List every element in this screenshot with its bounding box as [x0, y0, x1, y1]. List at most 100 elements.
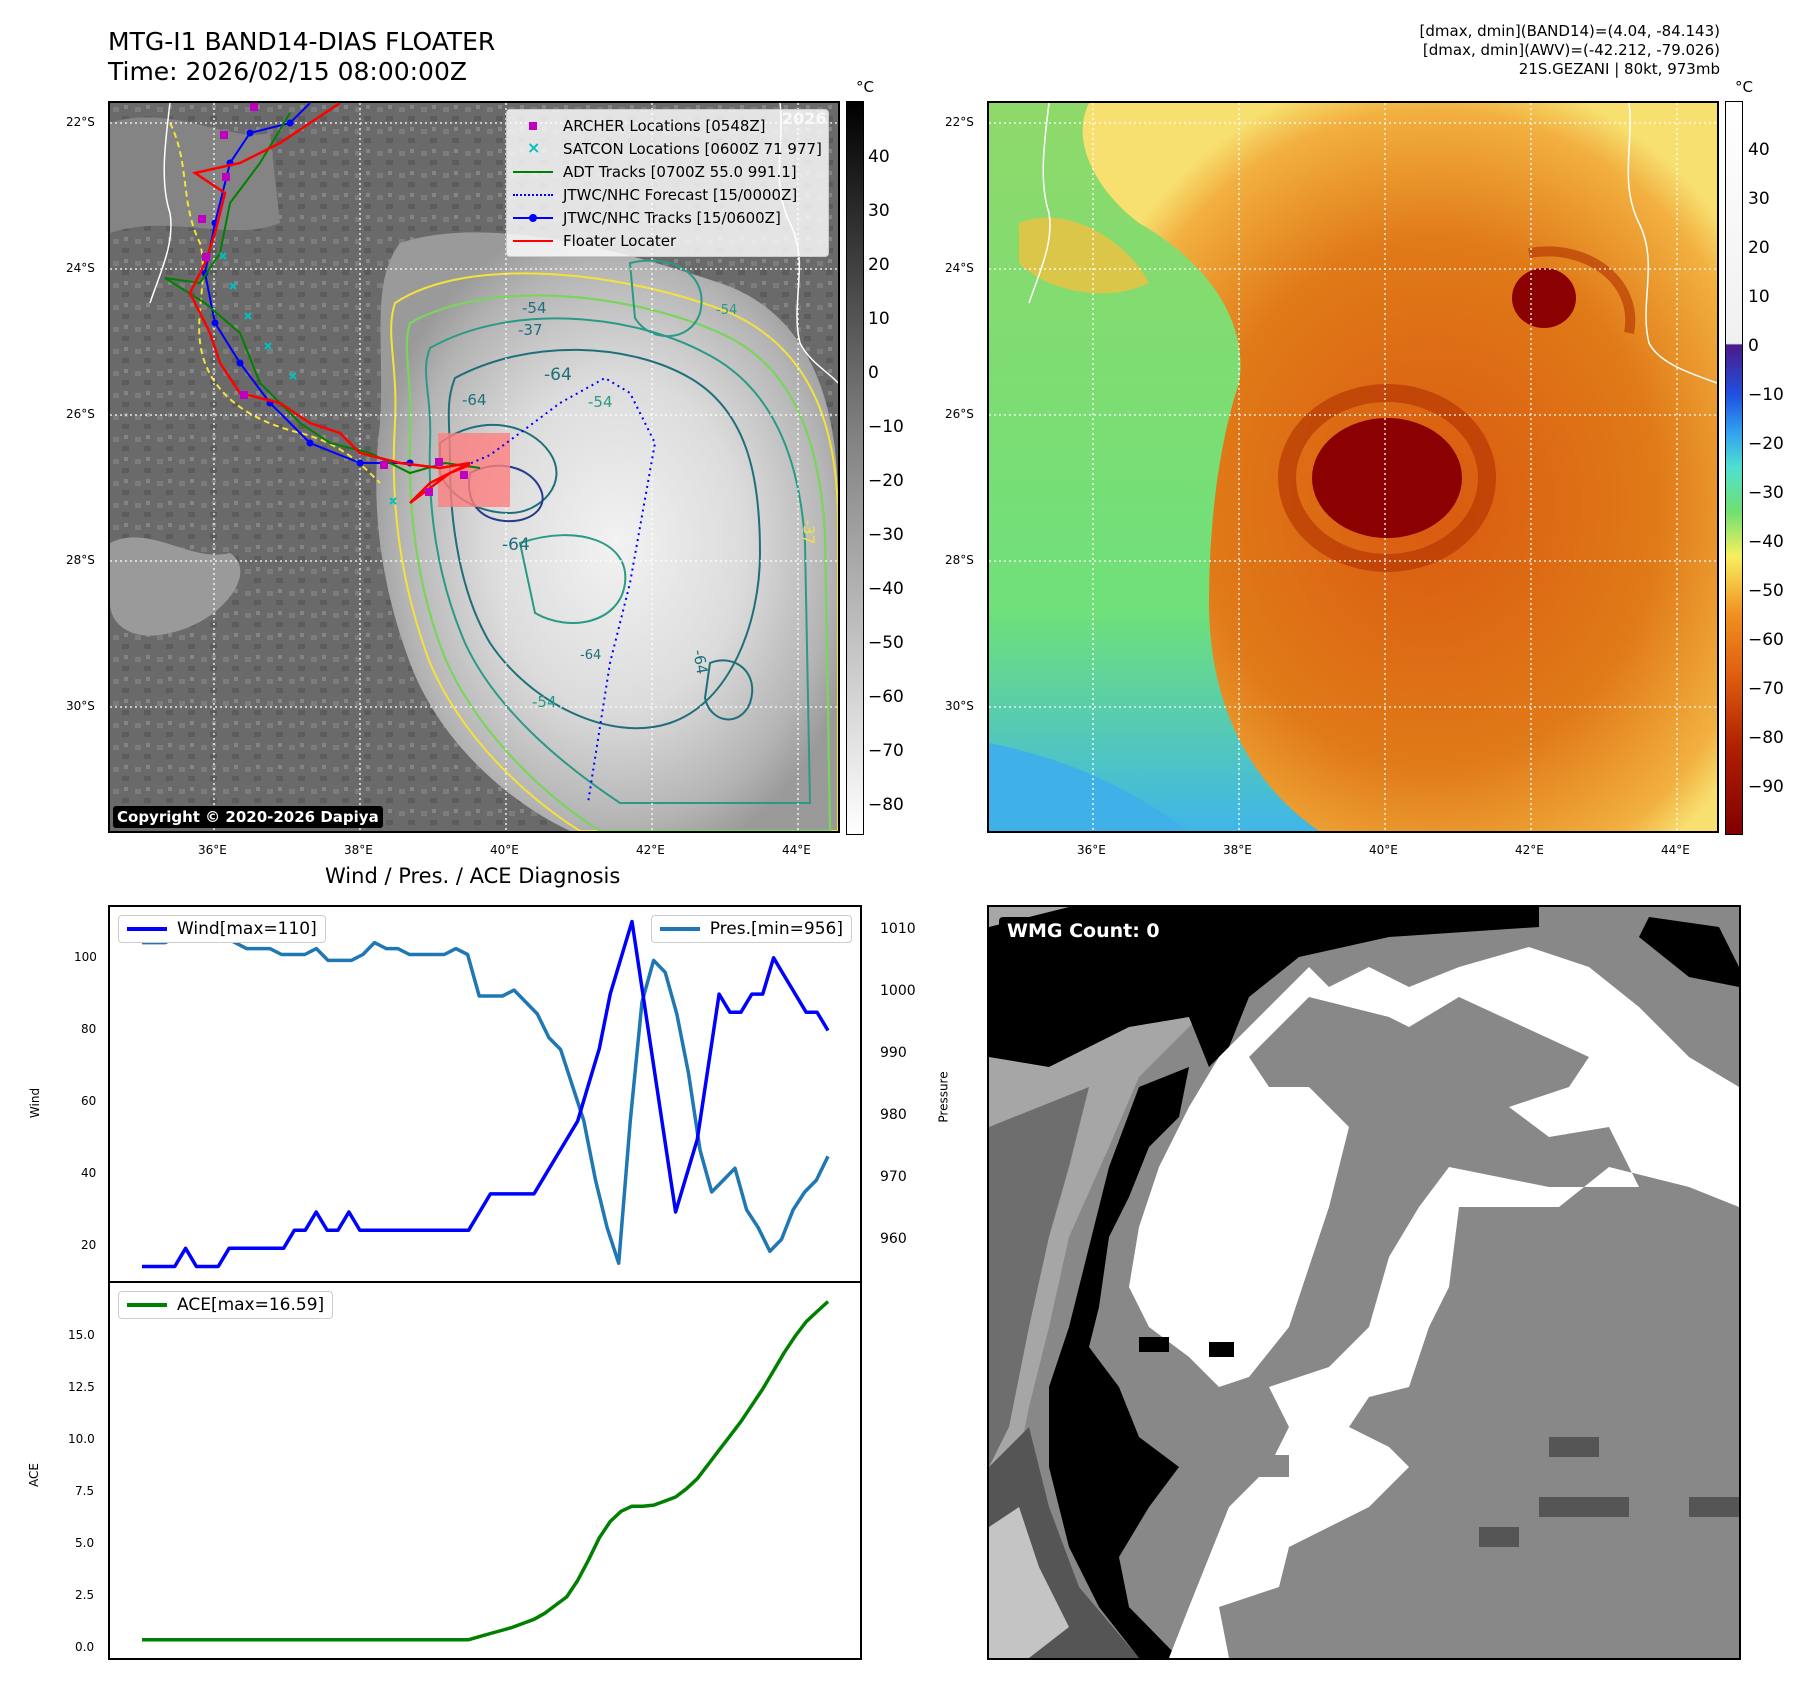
line-dot-icon [513, 210, 553, 226]
coastline-mozambique [149, 103, 172, 304]
line-marker-icon [513, 164, 553, 180]
awv-coastline-west [1028, 103, 1051, 304]
cb2-tick: −80 [1748, 728, 1784, 748]
pres-tick: 960 [880, 1231, 907, 1247]
wind-ylabel: Wind [28, 1087, 43, 1119]
ace-legend-label: ACE[max=16.59] [177, 1295, 325, 1315]
legend-label: ADT Tracks [0700Z 55.0 991.1] [563, 162, 797, 181]
ace-tick: 10.0 [68, 1432, 95, 1446]
legend-label: JTWC/NHC Tracks [15/0600Z] [563, 208, 781, 227]
wmg-black-ne [1639, 917, 1739, 987]
ace-ylabel: ACE [26, 1463, 41, 1487]
pres-legend: Pres.[min=956] [650, 915, 852, 943]
cb2-tick: 20 [1748, 238, 1770, 258]
wind-legend-label: Wind[max=110] [177, 919, 317, 939]
legend-adt: ADT Tracks [0700Z 55.0 991.1] [513, 160, 822, 183]
contour-label-10: -54 [716, 303, 738, 318]
ace-line-icon [127, 1303, 167, 1307]
wmg-dark-speck-4 [1689, 1497, 1739, 1517]
wmg-black-dot-2 [1209, 1342, 1234, 1357]
archer-locations [198, 103, 468, 496]
wmg-dark-speck-2 [1479, 1527, 1519, 1547]
awv-eyewall [1278, 384, 1496, 572]
jtwc-forecast-track [459, 376, 657, 804]
lat-tick-5: 30°S [66, 699, 95, 713]
cb2-tick: −60 [1748, 630, 1784, 650]
figure-title-line1: MTG-I1 BAND14-DIAS FLOATER [108, 27, 496, 56]
figure-title-line2: Time: 2026/02/15 08:00:00Z [108, 57, 467, 86]
contour-label-4: -64 [462, 391, 487, 409]
contour-yellow [390, 272, 838, 831]
cb1-tick: −30 [868, 525, 904, 545]
pres-tick: 990 [880, 1045, 907, 1061]
legend-floater: Floater Locater [513, 229, 822, 252]
contour-label-9: -37 [799, 519, 818, 545]
awv-lat-tick-4: 28°S [945, 553, 974, 567]
legend-label: Floater Locater [563, 231, 677, 250]
contour-coast-speckle [169, 122, 381, 484]
copyright-badge: Copyright © 2020-2026 Dapiya [113, 806, 383, 828]
cb2-tick: −70 [1748, 679, 1784, 699]
legend-label: SATCON Locations [0600Z 71 977] [563, 139, 822, 158]
cloud-nw [110, 117, 280, 233]
awv-lat-tick-5: 30°S [945, 699, 974, 713]
cb2-tick: 40 [1748, 140, 1770, 160]
colorbar1-unit: °C [856, 78, 874, 96]
wmg-svg [989, 907, 1739, 1658]
awv-lat-tick-2: 24°S [945, 261, 974, 275]
wmg-white-core [1129, 947, 1739, 1658]
contour-label-5: -54 [588, 393, 613, 411]
legend-jtwc-tracks: JTWC/NHC Tracks [15/0600Z] [513, 206, 822, 229]
cb1-tick: −60 [868, 687, 904, 707]
awv-lat-tick-3: 26°S [945, 407, 974, 421]
wind-tick: 20 [81, 1238, 97, 1252]
wind-pres-svg [142, 919, 830, 1269]
jtwc-track [203, 103, 410, 464]
cb1-tick: −80 [868, 795, 904, 815]
cb1-tick: 20 [868, 255, 890, 275]
satcon-locations [219, 252, 397, 505]
wmg-black-north [989, 907, 1539, 1067]
wmg-grey-speck [1229, 1455, 1289, 1477]
wmg-light-west [989, 907, 1369, 1547]
ace-tick: 0.0 [75, 1640, 95, 1654]
lon-tick-1: 36°E [198, 843, 227, 857]
wind-pres-panel: Wind[max=110] Pres.[min=956] [108, 905, 862, 1283]
ace-tick: 7.5 [75, 1484, 95, 1498]
legend-satcon: × SATCON Locations [0600Z 71 977] [513, 137, 822, 160]
ace-svg [142, 1300, 830, 1642]
awv-lon-tick-2: 38°E [1223, 843, 1252, 857]
pres-line-icon [659, 927, 700, 931]
cb1-tick: 40 [868, 147, 890, 167]
legend-label: ARCHER Locations [0548Z] [563, 116, 766, 135]
cb2-tick: −50 [1748, 581, 1784, 601]
x-marker-icon: × [527, 137, 541, 157]
ace-legend: ACE[max=16.59] [118, 1291, 334, 1319]
cb1-tick: −70 [868, 741, 904, 761]
pres-ylabel: Pressure [936, 1071, 951, 1123]
wind-series-line [142, 919, 830, 1269]
awv-lon-tick-3: 40°E [1369, 843, 1398, 857]
ace-panel: ACE[max=16.59] [108, 1281, 862, 1660]
wind-tick: 80 [81, 1022, 97, 1036]
colorbar2-unit: °C [1735, 78, 1753, 96]
wmg-panel: WMG Count: 0 [987, 905, 1741, 1660]
pres-tick: 980 [880, 1107, 907, 1123]
awv-lon-tick-4: 42°E [1515, 843, 1544, 857]
legend-archer: ARCHER Locations [0548Z] [513, 114, 822, 137]
cb1-tick: 0 [868, 363, 879, 383]
awv-lat-tick-1: 22°S [945, 115, 974, 129]
contour-s-cell [518, 534, 627, 624]
floater-locater-track [188, 103, 471, 504]
wind-tick: 40 [81, 1166, 97, 1180]
colorbar1 [846, 101, 864, 835]
wmg-mid-west [989, 1087, 1089, 1467]
cb2-tick: −10 [1748, 385, 1784, 405]
cloud-sw [110, 537, 241, 636]
lon-tick-3: 40°E [490, 843, 519, 857]
pres-tick: 1010 [880, 921, 916, 937]
red-line-icon [513, 233, 553, 249]
contour-ne-cell [628, 259, 703, 338]
contour-light-green [405, 294, 832, 831]
cb1-tick: 10 [868, 309, 890, 329]
